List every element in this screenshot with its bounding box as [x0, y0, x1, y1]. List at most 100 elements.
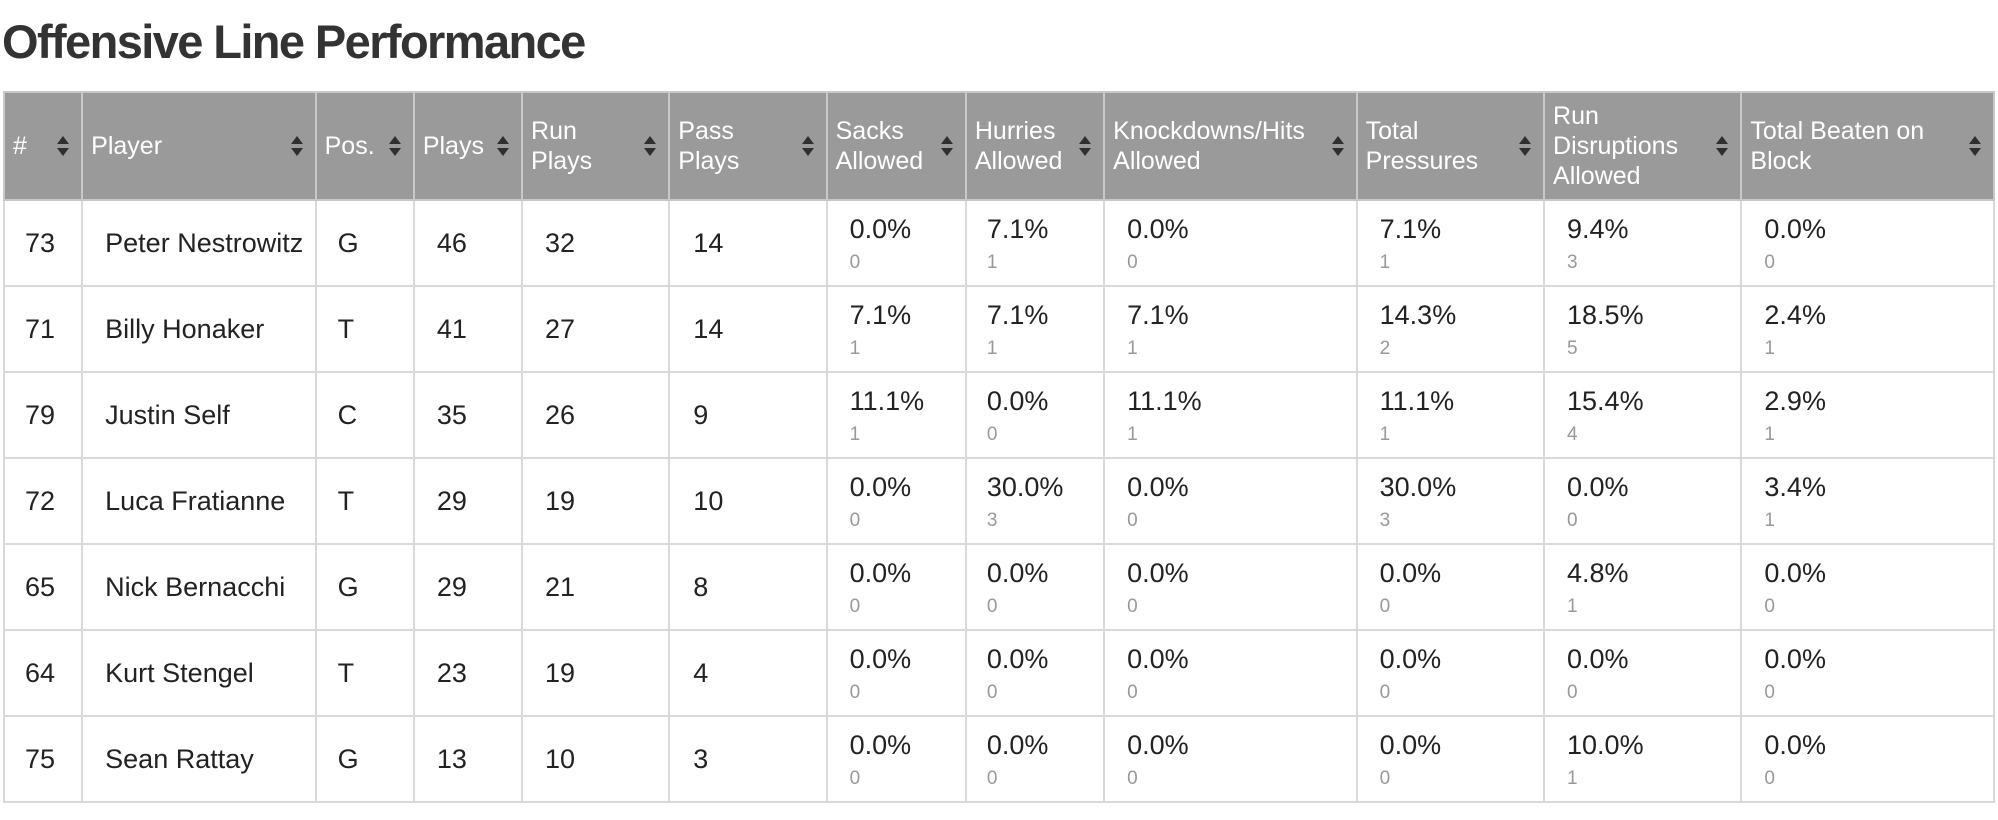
column-header-plays[interactable]: Plays — [412, 91, 524, 201]
table-row: 71 Billy Honaker T 41 27 14 7.1% 1 7.1% 1 7.1% 1 14.… — [2, 285, 1995, 373]
total-beaten-on-block-cell: 0.0% 0 — [1740, 199, 1995, 287]
run-disruptions-allowed-count: 1 — [1567, 596, 1578, 617]
column-header-position[interactable]: Pos. — [314, 91, 415, 201]
jersey-number-cell: 71 — [2, 285, 84, 373]
total-pressures-cell: 0.0% 0 — [1355, 629, 1546, 717]
total-beaten-on-block-cell: 0.0% 0 — [1740, 715, 1995, 803]
jersey-number-cell: 72 — [2, 457, 84, 545]
run-disruptions-allowed-cell: 18.5% 5 — [1543, 285, 1743, 373]
knockdowns-hits-allowed-count: 0 — [1127, 768, 1138, 789]
column-header-total-beaten-on-block[interactable]: Total Beaten on Block — [1740, 91, 1995, 201]
column-header-sacks-allowed[interactable]: Sacks Allowed — [825, 91, 967, 201]
total-pressures-count: 1 — [1379, 252, 1391, 273]
run-disruptions-allowed-count: 0 — [1567, 682, 1578, 703]
player-name-cell: Sean Rattay — [81, 715, 317, 803]
knockdowns-hits-allowed-cell: 0.0% 0 — [1103, 715, 1358, 803]
total-beaten-on-block-cell: 0.0% 0 — [1740, 543, 1995, 631]
pass-plays-cell: 8 — [668, 543, 828, 631]
column-header-label: Pos. — [324, 132, 375, 160]
sort-updown-icon[interactable] — [643, 135, 657, 157]
hurries-allowed-count: 1 — [986, 338, 998, 359]
column-header-hurries-allowed[interactable]: Hurries Allowed — [964, 91, 1106, 201]
player-name-cell: Nick Bernacchi — [81, 543, 317, 631]
run-disruptions-allowed-percent: 18.5% — [1567, 300, 1644, 330]
total-beaten-on-block-percent: 0.0% — [1764, 644, 1826, 674]
knockdowns-hits-allowed-cell: 7.1% 1 — [1103, 285, 1358, 373]
total-beaten-on-block-cell: 3.4% 1 — [1740, 457, 1995, 545]
column-header-label: Total Pressures — [1365, 117, 1479, 175]
knockdowns-hits-allowed-percent: 0.0% — [1127, 472, 1189, 502]
hurries-allowed-percent: 0.0% — [986, 730, 1049, 760]
total-pressures-cell: 0.0% 0 — [1355, 715, 1546, 803]
column-header-label: Run Disruptions Allowed — [1553, 102, 1679, 190]
knockdowns-hits-allowed-cell: 0.0% 0 — [1103, 199, 1358, 287]
hurries-allowed-percent: 0.0% — [986, 558, 1049, 588]
hurries-allowed-cell: 30.0% 3 — [964, 457, 1106, 545]
hurries-allowed-cell: 0.0% 0 — [964, 371, 1106, 459]
knockdowns-hits-allowed-count: 1 — [1127, 424, 1138, 445]
sacks-allowed-percent: 0.0% — [849, 472, 912, 502]
sacks-allowed-cell: 0.0% 0 — [825, 543, 967, 631]
run-disruptions-allowed-percent: 9.4% — [1567, 214, 1629, 244]
column-header-run-disruptions-allowed[interactable]: Run Disruptions Allowed — [1543, 91, 1743, 201]
hurries-allowed-percent: 30.0% — [986, 472, 1064, 502]
sacks-allowed-count: 1 — [849, 424, 861, 445]
sacks-allowed-percent: 0.0% — [849, 558, 912, 588]
total-pressures-count: 3 — [1379, 510, 1391, 531]
sacks-allowed-percent: 7.1% — [849, 300, 912, 330]
run-plays-cell: 19 — [521, 629, 671, 717]
column-header-knockdowns-hits-allowed[interactable]: Knockdowns/Hits Allowed — [1103, 91, 1358, 201]
column-header-total-pressures[interactable]: Total Pressures — [1355, 91, 1546, 201]
sort-updown-icon[interactable] — [1715, 135, 1729, 157]
column-header-run-plays[interactable]: Run Plays — [521, 91, 671, 201]
sort-updown-icon[interactable] — [56, 135, 70, 157]
knockdowns-hits-allowed-percent: 0.0% — [1127, 644, 1189, 674]
sort-updown-icon[interactable] — [496, 135, 510, 157]
knockdowns-hits-allowed-percent: 0.0% — [1127, 730, 1189, 760]
column-header-player[interactable]: Player — [81, 91, 317, 201]
table-row: 79 Justin Self C 35 26 9 11.1% 1 0.0% 0 11.1% 1 11.1… — [2, 371, 1995, 459]
header-row: # Player Pos. Plays Run Plays Pass Plays Sacks… — [2, 91, 1995, 201]
sort-updown-icon[interactable] — [1518, 135, 1532, 157]
hurries-allowed-cell: 0.0% 0 — [964, 543, 1106, 631]
total-pressures-count: 0 — [1379, 768, 1391, 789]
position-cell: G — [314, 715, 415, 803]
total-beaten-on-block-count: 1 — [1764, 510, 1775, 531]
sort-updown-icon[interactable] — [1078, 135, 1092, 157]
player-name-cell: Kurt Stengel — [81, 629, 317, 717]
column-header-number[interactable]: # — [2, 91, 84, 201]
total-pressures-percent: 0.0% — [1379, 644, 1442, 674]
sort-updown-icon[interactable] — [290, 135, 304, 157]
column-header-pass-plays[interactable]: Pass Plays — [668, 91, 828, 201]
table-row: 64 Kurt Stengel T 23 19 4 0.0% 0 0.0% 0 0.0% 0 0.0% 0… — [2, 629, 1995, 717]
total-beaten-on-block-count: 0 — [1764, 768, 1775, 789]
plays-cell: 35 — [412, 371, 524, 459]
sort-updown-icon[interactable] — [1968, 135, 1982, 157]
sacks-allowed-count: 1 — [849, 338, 861, 359]
table-row: 73 Peter Nestrowitz G 46 32 14 0.0% 0 7.1% 1 0.0% 0… — [2, 199, 1995, 287]
sort-updown-icon[interactable] — [940, 135, 954, 157]
sacks-allowed-cell: 0.0% 0 — [825, 199, 967, 287]
knockdowns-hits-allowed-cell: 11.1% 1 — [1103, 371, 1358, 459]
plays-cell: 46 — [412, 199, 524, 287]
total-pressures-percent: 14.3% — [1379, 300, 1457, 330]
knockdowns-hits-allowed-count: 1 — [1127, 338, 1138, 359]
total-beaten-on-block-count: 1 — [1764, 424, 1775, 445]
sort-updown-icon[interactable] — [388, 135, 402, 157]
total-pressures-percent: 30.0% — [1379, 472, 1457, 502]
plays-cell: 41 — [412, 285, 524, 373]
hurries-allowed-percent: 7.1% — [986, 214, 1049, 244]
knockdowns-hits-allowed-cell: 0.0% 0 — [1103, 457, 1358, 545]
run-disruptions-allowed-percent: 0.0% — [1567, 644, 1629, 674]
total-pressures-count: 1 — [1379, 424, 1391, 445]
sacks-allowed-cell: 0.0% 0 — [825, 715, 967, 803]
table-row: 75 Sean Rattay G 13 10 3 0.0% 0 0.0% 0 0.0% 0 0.0% 0 1… — [2, 715, 1995, 803]
knockdowns-hits-allowed-count: 0 — [1127, 682, 1138, 703]
sort-updown-icon[interactable] — [1331, 135, 1345, 157]
position-cell: G — [314, 543, 415, 631]
total-beaten-on-block-percent: 2.9% — [1764, 386, 1826, 416]
total-pressures-cell: 14.3% 2 — [1355, 285, 1546, 373]
column-header-label: Run Plays — [531, 117, 593, 175]
total-beaten-on-block-percent: 2.4% — [1764, 300, 1826, 330]
sort-updown-icon[interactable] — [801, 135, 815, 157]
